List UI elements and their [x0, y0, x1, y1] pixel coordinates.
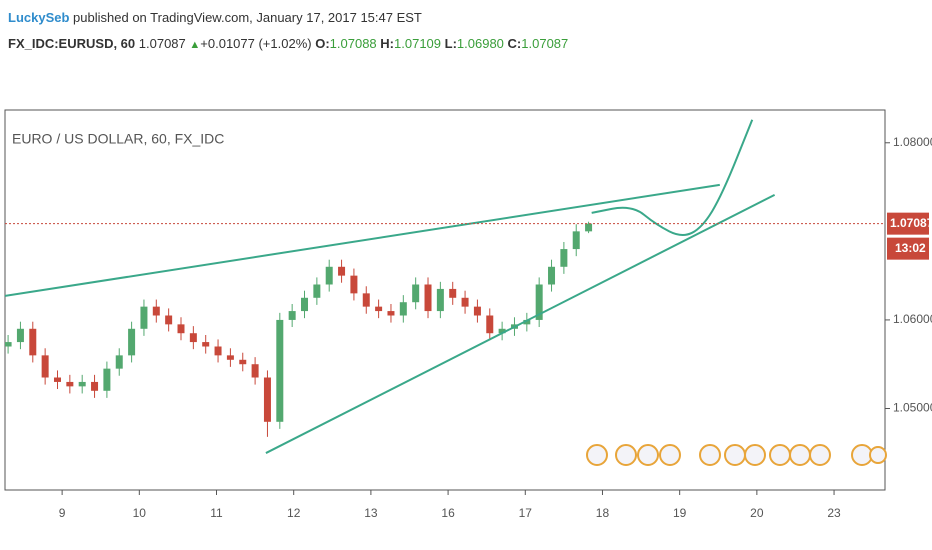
candle-body [165, 315, 173, 325]
x-tick-label: 11 [210, 506, 223, 520]
candle-body [338, 266, 346, 276]
x-tick-label: 23 [827, 506, 841, 520]
candle-body [128, 328, 136, 356]
candle-body [276, 319, 284, 422]
h-value: 1.07109 [394, 36, 442, 51]
candle-body [214, 346, 222, 356]
x-tick-label: 20 [750, 506, 764, 520]
candle-body [572, 231, 580, 250]
publish-line: LuckySeb published on TradingView.com, J… [8, 10, 422, 25]
candle-body [424, 284, 432, 312]
candle-body [461, 297, 469, 307]
candle-body [189, 333, 197, 343]
candle-body [560, 249, 568, 267]
candle-body [473, 306, 481, 316]
candle-body [41, 355, 49, 378]
candle-body [436, 288, 444, 312]
x-tick-label: 10 [133, 506, 147, 520]
event-icons [586, 444, 887, 466]
countdown-box [887, 237, 929, 260]
candle-body [115, 355, 123, 369]
candle-body [288, 311, 296, 320]
trend-line [265, 193, 776, 454]
chart-title: EURO / US DOLLAR, 60, FX_IDC [12, 131, 224, 147]
candle-body [91, 381, 99, 391]
y-tick-label: 1.06000 [893, 312, 932, 326]
x-tick-label: 12 [287, 506, 301, 520]
candle-body [29, 328, 37, 356]
candle-body [5, 342, 12, 347]
candle-body [301, 297, 309, 312]
candle-body [152, 306, 160, 316]
candle-body [498, 328, 506, 334]
trend-line [5, 183, 720, 297]
x-tick-label: 18 [596, 506, 610, 520]
up-arrow: ▲ [189, 39, 201, 51]
candle-body [325, 266, 333, 285]
y-tick-label: 1.05000 [893, 401, 932, 415]
candle-body [486, 315, 494, 334]
x-tick-label: 19 [673, 506, 687, 520]
x-tick-label: 13 [364, 506, 378, 520]
countdown-label: 13:02 [895, 241, 926, 255]
candle-body [251, 364, 259, 378]
candle-body [140, 306, 148, 329]
trend-line [591, 119, 754, 236]
candle-body [387, 311, 395, 316]
candle-body [548, 266, 556, 285]
candle-body [66, 381, 74, 387]
candle-body [177, 324, 185, 334]
candle-body [362, 293, 370, 307]
plot [5, 119, 776, 454]
candle-body [53, 377, 61, 382]
o-value: 1.07088 [329, 36, 377, 51]
published: published on TradingView.com, January 17… [73, 10, 422, 25]
h-label: H: [380, 36, 395, 51]
candle-body [585, 223, 593, 232]
symbol: FX_IDC:EURUSD, 60 [8, 36, 136, 51]
candle-body [399, 302, 407, 316]
legend-line: FX_IDC:EURUSD, 60 1.07087 ▲+0.01077 (+1.… [8, 36, 568, 51]
candle-body [375, 306, 383, 312]
last: 1.07087 [138, 36, 186, 51]
candle-body [239, 359, 247, 365]
candle-body [263, 377, 271, 422]
candle-body [78, 381, 86, 387]
price-box [887, 212, 929, 235]
candle-body [313, 284, 321, 298]
c-label: C: [507, 36, 522, 51]
l-label: L: [444, 36, 457, 51]
candle-body [103, 368, 111, 391]
candle-body [535, 284, 543, 320]
candle-body [202, 342, 210, 347]
x-tick-label: 9 [59, 506, 66, 520]
plot-frame [4, 109, 886, 491]
candle-body [523, 319, 531, 325]
y-tick-label: 1.08000 [893, 135, 932, 149]
c-value: 1.07087 [521, 36, 569, 51]
change: +0.01077 (+1.02%) [200, 36, 312, 51]
candle-body [350, 275, 358, 294]
price-label: 1.07087 [890, 216, 932, 230]
candle-body [412, 284, 420, 303]
l-value: 1.06980 [456, 36, 504, 51]
author[interactable]: LuckySeb [8, 10, 70, 25]
candle-body [449, 288, 457, 298]
candle-body [16, 328, 24, 343]
candle-body [226, 355, 234, 360]
x-tick-label: 16 [441, 506, 455, 520]
x-tick-label: 17 [519, 506, 533, 520]
o-label: O: [315, 36, 330, 51]
